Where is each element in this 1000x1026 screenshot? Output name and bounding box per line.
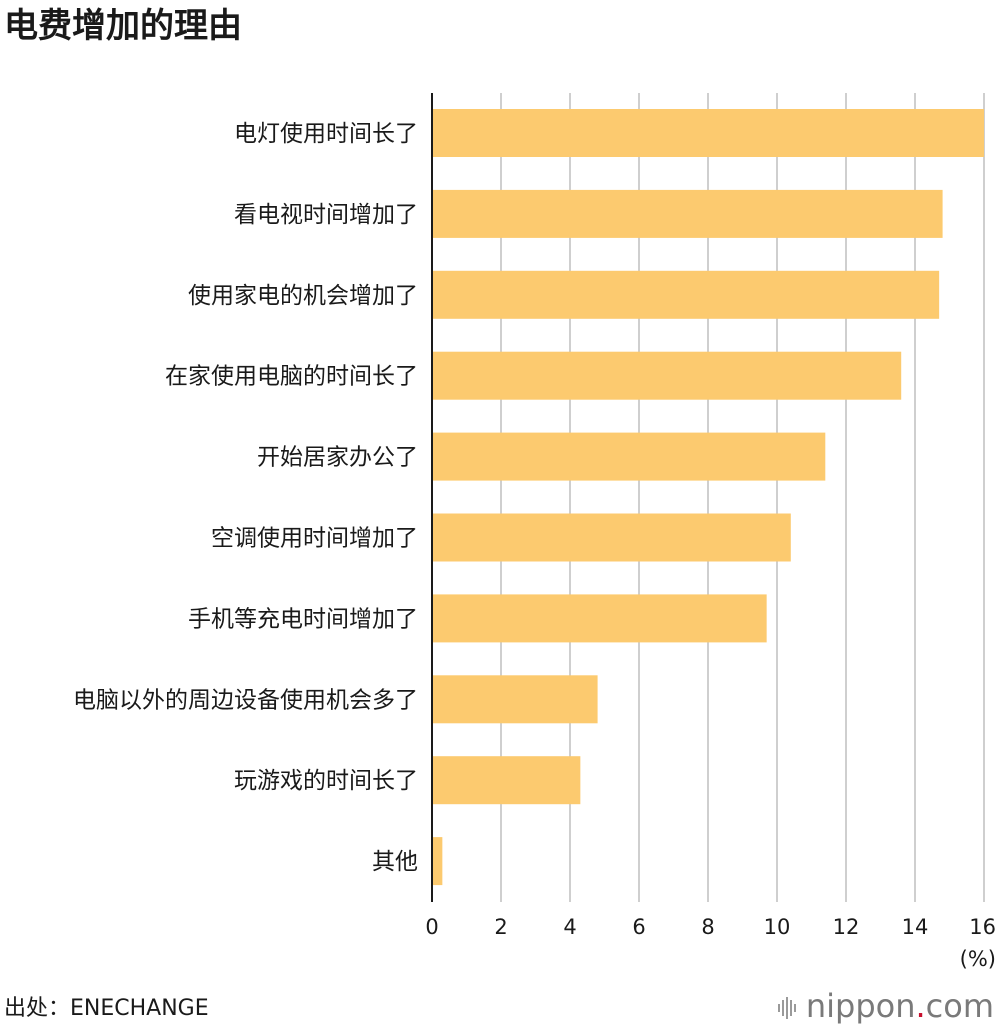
bar — [432, 432, 826, 481]
brand-dot: . — [915, 987, 926, 1025]
bar — [432, 675, 598, 724]
bar — [432, 351, 902, 400]
bar — [432, 109, 984, 157]
bar — [432, 513, 791, 562]
bar — [432, 837, 443, 886]
category-label: 电灯使用时间长了 — [234, 121, 418, 147]
bar — [432, 756, 581, 805]
brand-logo: nippon.com — [777, 986, 994, 1026]
x-tick-label: 14 — [902, 915, 929, 939]
category-label: 在家使用电脑的时间长了 — [165, 364, 418, 390]
x-tick-label: 12 — [833, 915, 860, 939]
category-label: 使用家电的机会增加了 — [188, 283, 418, 309]
chart-title: 电费增加的理由 — [4, 6, 242, 46]
category-label: 其他 — [372, 849, 418, 875]
brand-name: nippon — [805, 987, 916, 1025]
x-tick-label: 16 — [969, 915, 996, 939]
category-label: 玩游戏的时间长了 — [234, 768, 418, 794]
bar — [432, 594, 767, 643]
x-tick-label: 10 — [764, 915, 791, 939]
source-note: 出处：ENECHANGE — [4, 996, 209, 1021]
x-tick-label: 4 — [563, 915, 576, 939]
category-label: 看电视时间增加了 — [234, 202, 418, 228]
category-label: 开始居家办公了 — [257, 445, 418, 471]
x-tick-label: 8 — [701, 915, 714, 939]
category-label: 手机等充电时间增加了 — [188, 606, 418, 632]
nippon-wave-icon — [777, 997, 796, 1019]
category-label: 电脑以外的周边设备使用机会多了 — [73, 687, 418, 713]
x-tick-label: 2 — [494, 915, 507, 939]
bar — [432, 270, 940, 319]
brand-tld: com — [925, 987, 994, 1025]
x-tick-label: 6 — [632, 915, 645, 939]
x-tick-label: 0 — [425, 915, 438, 939]
bar — [432, 189, 943, 238]
bar-chart: 电灯使用时间长了看电视时间增加了使用家电的机会增加了在家使用电脑的时间长了开始居… — [73, 93, 996, 971]
x-unit-label: (%) — [960, 947, 996, 971]
category-label: 空调使用时间增加了 — [211, 526, 418, 552]
